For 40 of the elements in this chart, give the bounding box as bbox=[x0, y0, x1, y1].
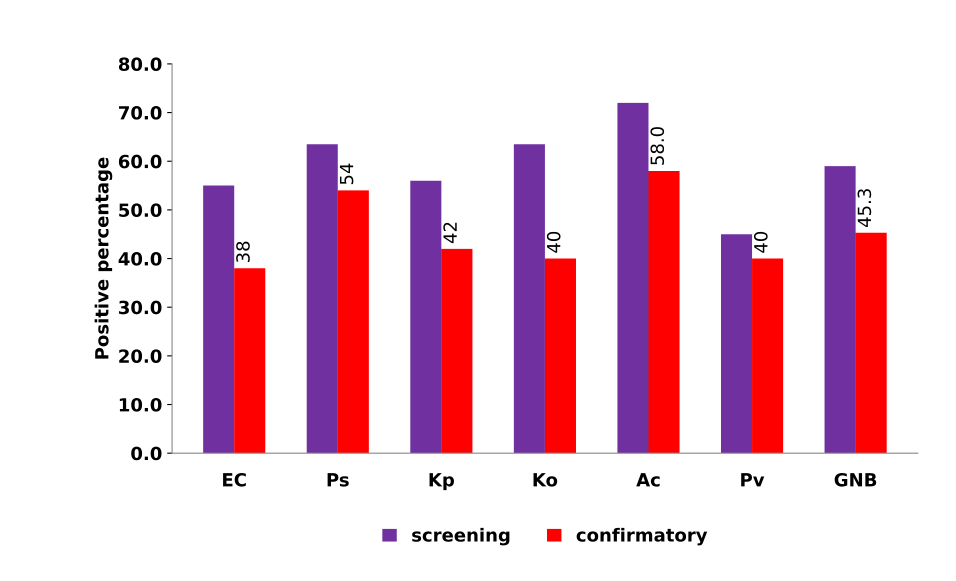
y-tick-label: 0.0 bbox=[131, 446, 162, 460]
bar bbox=[824, 166, 856, 454]
legend-label: screening bbox=[412, 528, 510, 546]
x-tick-label: Ps bbox=[328, 473, 349, 487]
data-label: 45.3 bbox=[858, 189, 872, 228]
bar bbox=[441, 248, 472, 454]
y-tick-label: 60.0 bbox=[118, 154, 162, 168]
x-tick-label: Ac bbox=[636, 473, 660, 487]
legend-label: confirmatory bbox=[576, 528, 708, 546]
y-tick-label: 70.0 bbox=[119, 106, 162, 120]
x-tick-label: Ko bbox=[534, 473, 558, 487]
y-tick-label: 10.0 bbox=[120, 398, 162, 412]
data-label: 42 bbox=[443, 222, 457, 244]
x-tick-label: Kp bbox=[430, 473, 454, 490]
x-tick-label: EC bbox=[223, 472, 246, 487]
bar bbox=[856, 232, 887, 454]
data-label: 38 bbox=[236, 242, 250, 262]
bar bbox=[720, 234, 752, 454]
y-tick-label: 80.0 bbox=[118, 57, 162, 72]
y-tick-label: 20.0 bbox=[119, 349, 162, 363]
bar bbox=[338, 190, 369, 454]
y-tick-label: 40.0 bbox=[118, 252, 162, 266]
bar bbox=[306, 144, 338, 454]
bar bbox=[544, 258, 576, 454]
x-tick-label: Pv bbox=[741, 473, 764, 486]
bar bbox=[410, 180, 442, 454]
y-tick-label: 30.0 bbox=[119, 300, 162, 314]
data-label: 40 bbox=[754, 232, 768, 253]
bar bbox=[203, 186, 234, 454]
bar bbox=[514, 144, 545, 454]
bar bbox=[234, 268, 266, 454]
x-tick-label: GNB bbox=[834, 472, 876, 487]
data-label: 40 bbox=[546, 232, 561, 253]
y-tick-label: 50.0 bbox=[119, 203, 162, 218]
bar bbox=[752, 258, 784, 454]
data-label: 58.0 bbox=[650, 127, 664, 165]
bar bbox=[617, 102, 648, 454]
y-axis-title: Positive percentage bbox=[94, 158, 112, 359]
bar bbox=[648, 170, 680, 454]
data-label: 54 bbox=[340, 164, 354, 184]
